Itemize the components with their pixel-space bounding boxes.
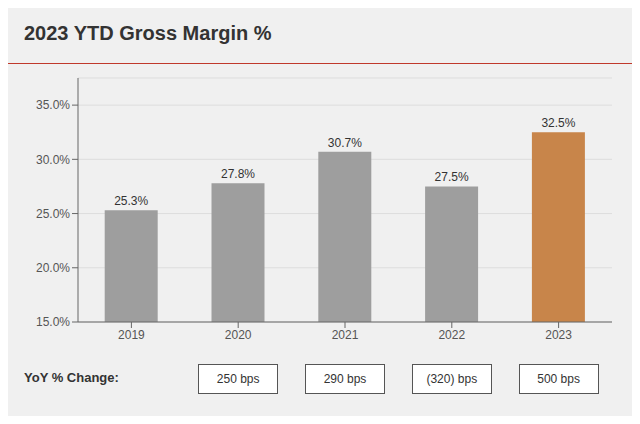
svg-text:35.0%: 35.0%	[36, 98, 70, 112]
svg-text:2019: 2019	[118, 328, 145, 342]
svg-text:2023: 2023	[545, 328, 572, 342]
svg-text:27.8%: 27.8%	[221, 167, 255, 181]
svg-text:25.0%: 25.0%	[36, 207, 70, 221]
html-text:2023 YTD Gross Margin %: 2023 YTD Gross Margin %	[24, 22, 272, 44]
svg-text:32.5%: 32.5%	[541, 116, 575, 130]
svg-text:20.0%: 20.0%	[36, 261, 70, 275]
html-text:250 bps: 250 bps	[216, 372, 260, 386]
svg-text:2020: 2020	[225, 328, 252, 342]
svg-text:30.7%: 30.7%	[328, 136, 362, 150]
html-text:290 bps: 290 bps	[323, 372, 367, 386]
html-text:YoY % Change:: YoY % Change:	[24, 370, 119, 385]
svg-text:27.5%: 27.5%	[435, 170, 469, 184]
svg-text:2021: 2021	[332, 328, 359, 342]
html-text:(320) bps: (320) bps	[426, 372, 478, 386]
svg-text:25.3%: 25.3%	[114, 194, 148, 208]
svg-text:15.0%: 15.0%	[36, 315, 70, 329]
svg-text:2022: 2022	[438, 328, 465, 342]
svg-text:30.0%: 30.0%	[36, 153, 70, 167]
html-text:500 bps: 500 bps	[537, 372, 580, 386]
